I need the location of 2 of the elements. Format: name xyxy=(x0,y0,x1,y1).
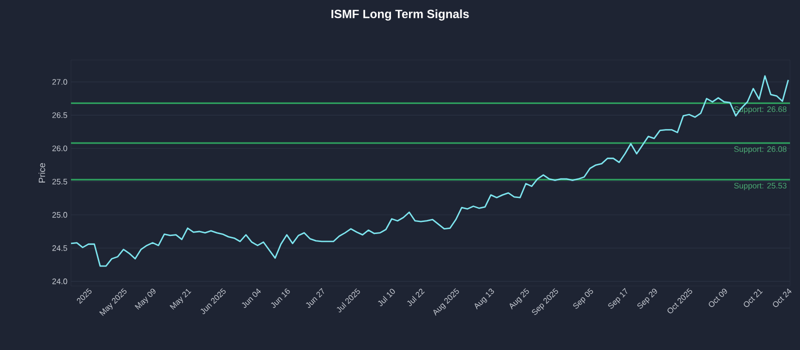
y-axis-title: Price xyxy=(38,163,46,182)
chart-title: ISMF Long Term Signals xyxy=(332,9,469,21)
